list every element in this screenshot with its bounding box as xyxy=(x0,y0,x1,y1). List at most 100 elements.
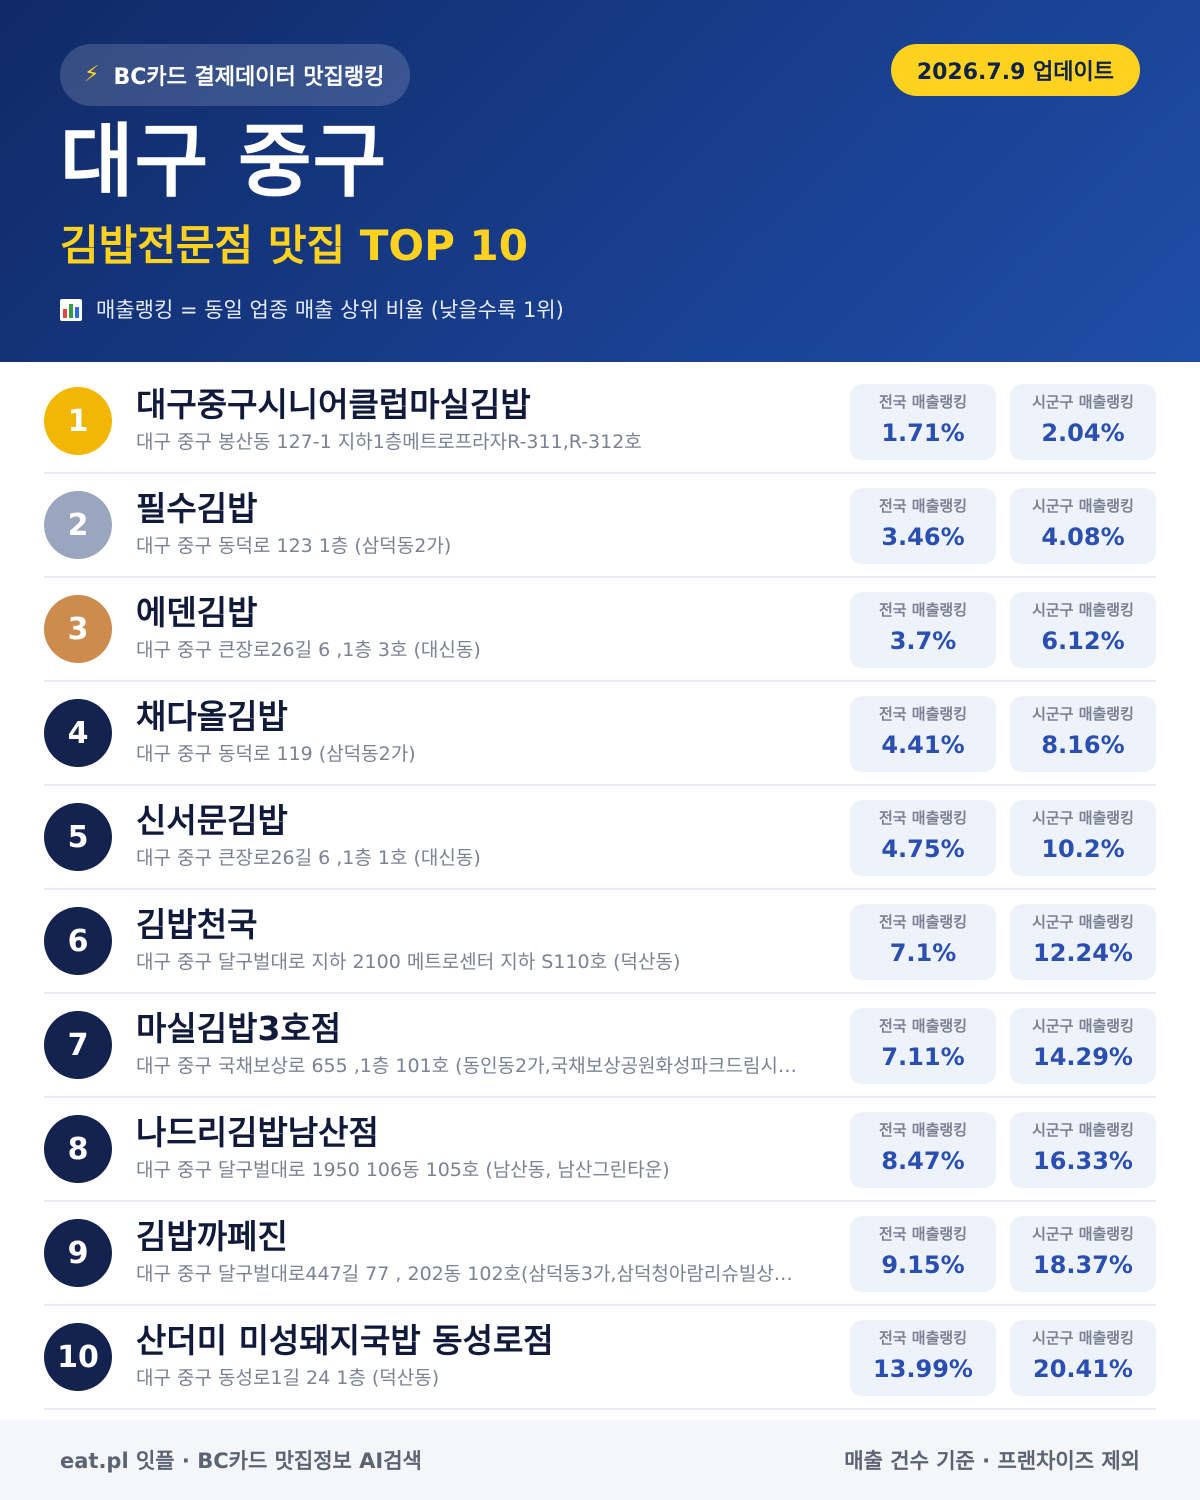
local-ranking-value: 8.16% xyxy=(1041,731,1125,759)
national-ranking-label: 전국 매출랭킹 xyxy=(878,1017,968,1035)
national-ranking-box: 전국 매출랭킹 13.99% xyxy=(850,1320,996,1396)
region-title: 대구 중구 xyxy=(60,115,388,208)
list-item[interactable]: 3 에덴김밥 대구 중구 큰장로26길 6 ,1층 3호 (대신동) 전국 매출랭킹 3… xyxy=(44,578,1156,682)
rank-badge: 7 xyxy=(44,1011,112,1079)
source-pill-label: BC카드 결제데이터 맛집랭킹 xyxy=(113,65,385,90)
list-item[interactable]: 4 채다올김밥 대구 중구 동덕로 119 (삼덕동2가) 전국 매출랭킹 4.41% 시… xyxy=(44,682,1156,786)
national-ranking-value: 4.75% xyxy=(881,835,965,863)
national-ranking-box: 전국 매출랭킹 3.7% xyxy=(850,592,996,668)
national-ranking-label: 전국 매출랭킹 xyxy=(878,497,968,515)
restaurant-address: 대구 중구 봉산동 127-1 지하1층메트로프라자R-311,R-312호 xyxy=(136,431,642,453)
local-ranking-box: 시군구 매출랭킹 8.16% xyxy=(1010,696,1156,772)
national-ranking-label: 전국 매출랭킹 xyxy=(878,705,968,723)
restaurant-address: 대구 중구 국채보상로 655 ,1층 101호 (동인동2가,국채보상공원화성… xyxy=(136,1055,797,1077)
restaurant-name: 나드리김밥남산점 xyxy=(136,1113,379,1152)
restaurant-address: 대구 중구 달구벌대로 지하 2100 메트로센터 지하 S110호 (덕산동) xyxy=(136,951,681,973)
local-ranking-box: 시군구 매출랭킹 16.33% xyxy=(1010,1112,1156,1188)
national-ranking-value: 8.47% xyxy=(881,1147,965,1175)
local-ranking-label: 시군구 매출랭킹 xyxy=(1032,497,1134,515)
rank-badge: 4 xyxy=(44,699,112,767)
list-item[interactable]: 1 대구중구시니어클럽마실김밥 대구 중구 봉산동 127-1 지하1층메트로프라자… xyxy=(44,370,1156,474)
national-ranking-value: 4.41% xyxy=(881,731,965,759)
national-ranking-box: 전국 매출랭킹 3.46% xyxy=(850,488,996,564)
rank-badge: 2 xyxy=(44,491,112,559)
national-ranking-label: 전국 매출랭킹 xyxy=(878,1225,968,1243)
list-item[interactable]: 7 마실김밥3호점 대구 중구 국채보상로 655 ,1층 101호 (동인동2가,… xyxy=(44,994,1156,1098)
list-item[interactable]: 9 김밥까페진 대구 중구 달구벌대로447길 77 , 202동 102호(삼덕동… xyxy=(44,1202,1156,1306)
restaurant-name: 대구중구시니어클럽마실김밥 xyxy=(136,385,531,424)
rank-badge: 9 xyxy=(44,1219,112,1287)
ranking-note-text: 매출랭킹 = 동일 업종 매출 상위 비율 (낮을수록 1위) xyxy=(96,298,564,322)
footer: eat.pl 잇플 · BC카드 맛집정보 AI검색 매출 건수 기준 · 프랜… xyxy=(0,1420,1200,1500)
national-ranking-label: 전국 매출랭킹 xyxy=(878,601,968,619)
restaurant-address: 대구 중구 큰장로26길 6 ,1층 1호 (대신동) xyxy=(136,847,481,869)
national-ranking-box: 전국 매출랭킹 1.71% xyxy=(850,384,996,460)
local-ranking-label: 시군구 매출랭킹 xyxy=(1032,1017,1134,1035)
restaurant-name: 김밥까페진 xyxy=(136,1217,288,1256)
rank-badge: 8 xyxy=(44,1115,112,1183)
update-date-badge: 2026.7.9 업데이트 xyxy=(890,44,1140,96)
local-ranking-value: 10.2% xyxy=(1041,835,1125,863)
national-ranking-box: 전국 매출랭킹 4.75% xyxy=(850,800,996,876)
local-ranking-label: 시군구 매출랭킹 xyxy=(1032,705,1134,723)
local-ranking-value: 20.41% xyxy=(1033,1355,1133,1383)
rank-badge: 5 xyxy=(44,803,112,871)
national-ranking-box: 전국 매출랭킹 9.15% xyxy=(850,1216,996,1292)
restaurant-address: 대구 중구 달구벌대로 1950 106동 105호 (남산동, 남산그린타운) xyxy=(136,1159,670,1181)
national-ranking-label: 전국 매출랭킹 xyxy=(878,1121,968,1139)
national-ranking-box: 전국 매출랭킹 7.11% xyxy=(850,1008,996,1084)
national-ranking-box: 전국 매출랭킹 4.41% xyxy=(850,696,996,772)
local-ranking-box: 시군구 매출랭킹 6.12% xyxy=(1010,592,1156,668)
lightning-bolt-icon: ⚡ xyxy=(84,62,100,87)
restaurant-name: 산더미 미성돼지국밥 동성로점 xyxy=(136,1321,554,1360)
source-pill: ⚡ BC카드 결제데이터 맛집랭킹 xyxy=(60,44,411,106)
national-ranking-value: 3.46% xyxy=(881,523,965,551)
local-ranking-label: 시군구 매출랭킹 xyxy=(1032,1225,1134,1243)
national-ranking-label: 전국 매출랭킹 xyxy=(878,1329,968,1347)
restaurant-address: 대구 중구 큰장로26길 6 ,1층 3호 (대신동) xyxy=(136,639,481,661)
rank-badge: 3 xyxy=(44,595,112,663)
local-ranking-box: 시군구 매출랭킹 4.08% xyxy=(1010,488,1156,564)
footer-criteria: 매출 건수 기준 · 프랜차이즈 제외 xyxy=(844,1449,1140,1473)
local-ranking-label: 시군구 매출랭킹 xyxy=(1032,913,1134,931)
restaurant-name: 필수김밥 xyxy=(136,489,258,528)
ranking-list: 1 대구중구시니어클럽마실김밥 대구 중구 봉산동 127-1 지하1층메트로프라자… xyxy=(44,370,1156,1410)
restaurant-address: 대구 중구 동덕로 119 (삼덕동2가) xyxy=(136,743,416,765)
restaurant-address: 대구 중구 동성로1길 24 1층 (덕산동) xyxy=(136,1367,440,1389)
national-ranking-value: 7.1% xyxy=(889,939,957,967)
national-ranking-value: 7.11% xyxy=(881,1043,965,1071)
national-ranking-label: 전국 매출랭킹 xyxy=(878,913,968,931)
local-ranking-value: 2.04% xyxy=(1041,419,1125,447)
national-ranking-label: 전국 매출랭킹 xyxy=(878,809,968,827)
local-ranking-box: 시군구 매출랭킹 2.04% xyxy=(1010,384,1156,460)
rank-badge: 6 xyxy=(44,907,112,975)
local-ranking-label: 시군구 매출랭킹 xyxy=(1032,809,1134,827)
local-ranking-value: 16.33% xyxy=(1033,1147,1133,1175)
local-ranking-box: 시군구 매출랭킹 20.41% xyxy=(1010,1320,1156,1396)
restaurant-address: 대구 중구 동덕로 123 1층 (삼덕동2가) xyxy=(136,535,452,557)
restaurant-name: 신서문김밥 xyxy=(136,801,288,840)
rank-badge: 10 xyxy=(44,1323,112,1391)
category-subtitle: 김밥전문점 맛집 TOP 10 xyxy=(60,221,528,270)
restaurant-name: 김밥천국 xyxy=(136,905,258,944)
bar-chart-icon xyxy=(60,299,82,321)
local-ranking-label: 시군구 매출랭킹 xyxy=(1032,601,1134,619)
national-ranking-value: 13.99% xyxy=(873,1355,973,1383)
ranking-note: 매출랭킹 = 동일 업종 매출 상위 비율 (낮을수록 1위) xyxy=(60,294,564,326)
national-ranking-value: 3.7% xyxy=(889,627,957,655)
local-ranking-box: 시군구 매출랭킹 12.24% xyxy=(1010,904,1156,980)
local-ranking-label: 시군구 매출랭킹 xyxy=(1032,1121,1134,1139)
local-ranking-box: 시군구 매출랭킹 10.2% xyxy=(1010,800,1156,876)
local-ranking-box: 시군구 매출랭킹 14.29% xyxy=(1010,1008,1156,1084)
local-ranking-label: 시군구 매출랭킹 xyxy=(1032,393,1134,411)
local-ranking-value: 12.24% xyxy=(1033,939,1133,967)
local-ranking-value: 18.37% xyxy=(1033,1251,1133,1279)
local-ranking-box: 시군구 매출랭킹 18.37% xyxy=(1010,1216,1156,1292)
national-ranking-box: 전국 매출랭킹 8.47% xyxy=(850,1112,996,1188)
local-ranking-label: 시군구 매출랭킹 xyxy=(1032,1329,1134,1347)
